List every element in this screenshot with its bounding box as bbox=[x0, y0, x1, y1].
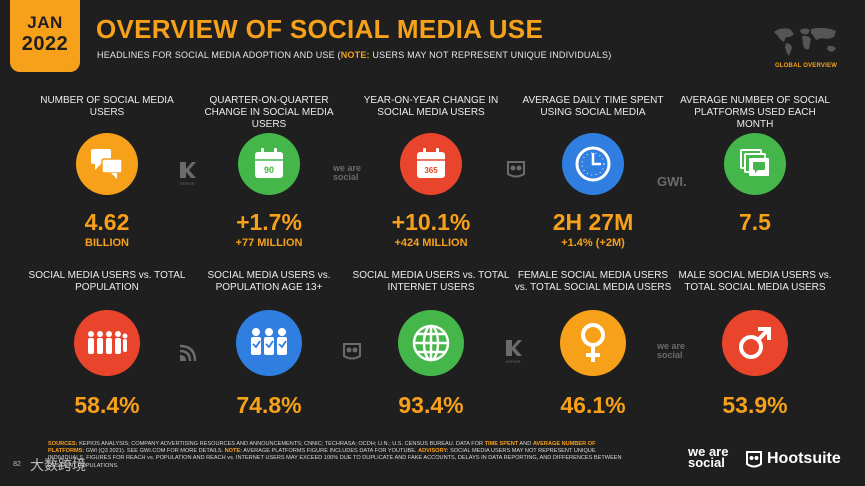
tile-label: NUMBER OF SOCIAL MEDIA USERS bbox=[40, 95, 174, 118]
calendar-365-icon: 365 bbox=[417, 148, 445, 178]
tile-social-media-users: NUMBER OF SOCIAL MEDIA USERS 4.62 BILLIO… bbox=[27, 95, 187, 249]
clock-icon bbox=[575, 146, 611, 182]
tile-daily-time: AVERAGE DAILY TIME SPENT USING SOCIAL ME… bbox=[513, 95, 673, 249]
tile-male-users: MALE SOCIAL MEDIA USERS vs. TOTAL SOCIAL… bbox=[675, 270, 835, 418]
tile-vs-internet-users: SOCIAL MEDIA USERS vs. TOTAL INTERNET US… bbox=[351, 270, 511, 418]
tile-value: 7.5 bbox=[739, 209, 771, 235]
tile-icon-circle bbox=[76, 133, 138, 195]
tile-label: QUARTER-ON-QUARTER CHANGE IN SOCIAL MEDI… bbox=[204, 95, 334, 130]
tile-value: 2H 27M bbox=[552, 209, 634, 235]
subtitle-text-end: USERS MAY NOT REPRESENT UNIQUE INDIVIDUA… bbox=[369, 50, 612, 60]
tile-vs-total-population: SOCIAL MEDIA USERS vs. TOTAL POPULATION … bbox=[27, 270, 187, 418]
tile-icon-circle bbox=[722, 310, 788, 376]
page-subtitle: HEADLINES FOR SOCIAL MEDIA ADOPTION AND … bbox=[97, 50, 611, 60]
tile-yoy-change: YEAR-ON-YEAR CHANGE IN SOCIAL MEDIA USER… bbox=[351, 95, 511, 249]
tile-value: +10.1% bbox=[391, 209, 471, 235]
people-checked-icon bbox=[251, 328, 287, 355]
tile-subvalue: +77 MILLION bbox=[235, 237, 303, 249]
badge-month: JAN bbox=[27, 13, 63, 32]
kepios-logo-icon-2: KEPIOS bbox=[506, 340, 522, 364]
sources-footer: SOURCES: KEPIOS ANALYSIS; COMPANY ADVERT… bbox=[48, 441, 622, 469]
hootsuite-owl-icon bbox=[746, 451, 762, 468]
tile-subvalue: +424 MILLION bbox=[394, 237, 468, 249]
tile-icon-circle bbox=[236, 310, 302, 376]
tile-value: 74.8% bbox=[236, 392, 302, 418]
svg-text:KEPIOS: KEPIOS bbox=[180, 181, 195, 186]
calendar-90-text: 90 bbox=[264, 165, 274, 175]
signal-watermark-icon bbox=[179, 344, 197, 362]
hootsuite-logo: Hootsuite bbox=[767, 450, 841, 467]
female-symbol-icon bbox=[581, 323, 605, 362]
tile-subvalue: +1.4% (+2M) bbox=[561, 237, 625, 249]
tile-label: SOCIAL MEDIA USERS vs. POPULATION AGE 13… bbox=[207, 270, 331, 293]
tile-label: SOCIAL MEDIA USERS vs. TOTAL INTERNET US… bbox=[352, 270, 510, 293]
site-watermark: 大数跨境 bbox=[30, 458, 86, 474]
tile-label: YEAR-ON-YEAR CHANGE IN SOCIAL MEDIA USER… bbox=[363, 95, 499, 118]
tile-value: 53.9% bbox=[722, 392, 788, 418]
tile-value: 4.62 bbox=[84, 209, 130, 235]
map-label: GLOBAL OVERVIEW bbox=[774, 63, 838, 69]
date-badge: JAN 2022 bbox=[10, 0, 80, 72]
page-number: 82 bbox=[13, 461, 21, 468]
tile-icon-circle bbox=[74, 310, 140, 376]
tile-label: AVERAGE DAILY TIME SPENT USING SOCIAL ME… bbox=[522, 95, 664, 118]
tile-value: 58.4% bbox=[74, 392, 140, 418]
tile-label: AVERAGE NUMBER OF SOCIAL PLATFORMS USED … bbox=[680, 95, 830, 130]
chat-bubbles-icon bbox=[91, 149, 123, 179]
we-are-social-logo: we are social bbox=[688, 444, 732, 470]
subtitle-text: HEADLINES FOR SOCIAL MEDIA ADOPTION AND … bbox=[97, 50, 341, 60]
male-symbol-icon bbox=[739, 327, 771, 359]
tile-avg-platforms: AVERAGE NUMBER OF SOCIAL PLATFORMS USED … bbox=[675, 95, 835, 237]
we-are-social-watermark: we are social bbox=[333, 163, 362, 182]
people-group-icon bbox=[88, 331, 128, 354]
tile-label: FEMALE SOCIAL MEDIA USERS vs. TOTAL SOCI… bbox=[514, 270, 672, 293]
gwi-watermark: GWI. bbox=[657, 174, 687, 189]
badge-year: 2022 bbox=[21, 33, 69, 55]
tile-icon-circle bbox=[398, 310, 464, 376]
kepios-logo-icon: KEPIOS bbox=[180, 162, 196, 186]
tile-subvalue: BILLION bbox=[85, 237, 129, 249]
globe-icon bbox=[412, 324, 450, 362]
tile-icon-circle: 90 bbox=[238, 133, 300, 195]
stacked-chat-icon bbox=[740, 149, 769, 176]
tile-female-users: FEMALE SOCIAL MEDIA USERS vs. TOTAL SOCI… bbox=[513, 270, 673, 418]
calendar-90-icon: 90 bbox=[255, 148, 283, 178]
tile-icon-circle bbox=[724, 133, 786, 195]
tile-value: +1.7% bbox=[236, 209, 302, 235]
tile-qoq-change: QUARTER-ON-QUARTER CHANGE IN SOCIAL MEDI… bbox=[189, 95, 349, 249]
tile-value: 93.4% bbox=[398, 392, 464, 418]
svg-text:KEPIOS: KEPIOS bbox=[506, 359, 521, 364]
tile-vs-population-13: SOCIAL MEDIA USERS vs. POPULATION AGE 13… bbox=[189, 270, 349, 418]
calendar-365-text: 365 bbox=[424, 166, 438, 175]
hootsuite-owl-watermark-icon bbox=[507, 161, 525, 178]
subtitle-note: NOTE: bbox=[340, 50, 370, 60]
we-are-social-logo-text: we are social bbox=[688, 444, 729, 470]
tile-icon-circle: 365 bbox=[400, 133, 462, 195]
tile-icon-circle bbox=[560, 310, 626, 376]
we-are-social-watermark-2: we are social bbox=[657, 341, 686, 360]
tile-icon-circle bbox=[562, 133, 624, 195]
tile-label: SOCIAL MEDIA USERS vs. TOTAL POPULATION bbox=[28, 270, 186, 293]
page-title: OVERVIEW OF SOCIAL MEDIA USE bbox=[96, 14, 544, 44]
tile-value: 46.1% bbox=[560, 392, 626, 418]
world-map-icon bbox=[774, 27, 836, 56]
tile-label: MALE SOCIAL MEDIA USERS vs. TOTAL SOCIAL… bbox=[678, 270, 832, 293]
hootsuite-owl-watermark-icon-2 bbox=[343, 343, 361, 360]
